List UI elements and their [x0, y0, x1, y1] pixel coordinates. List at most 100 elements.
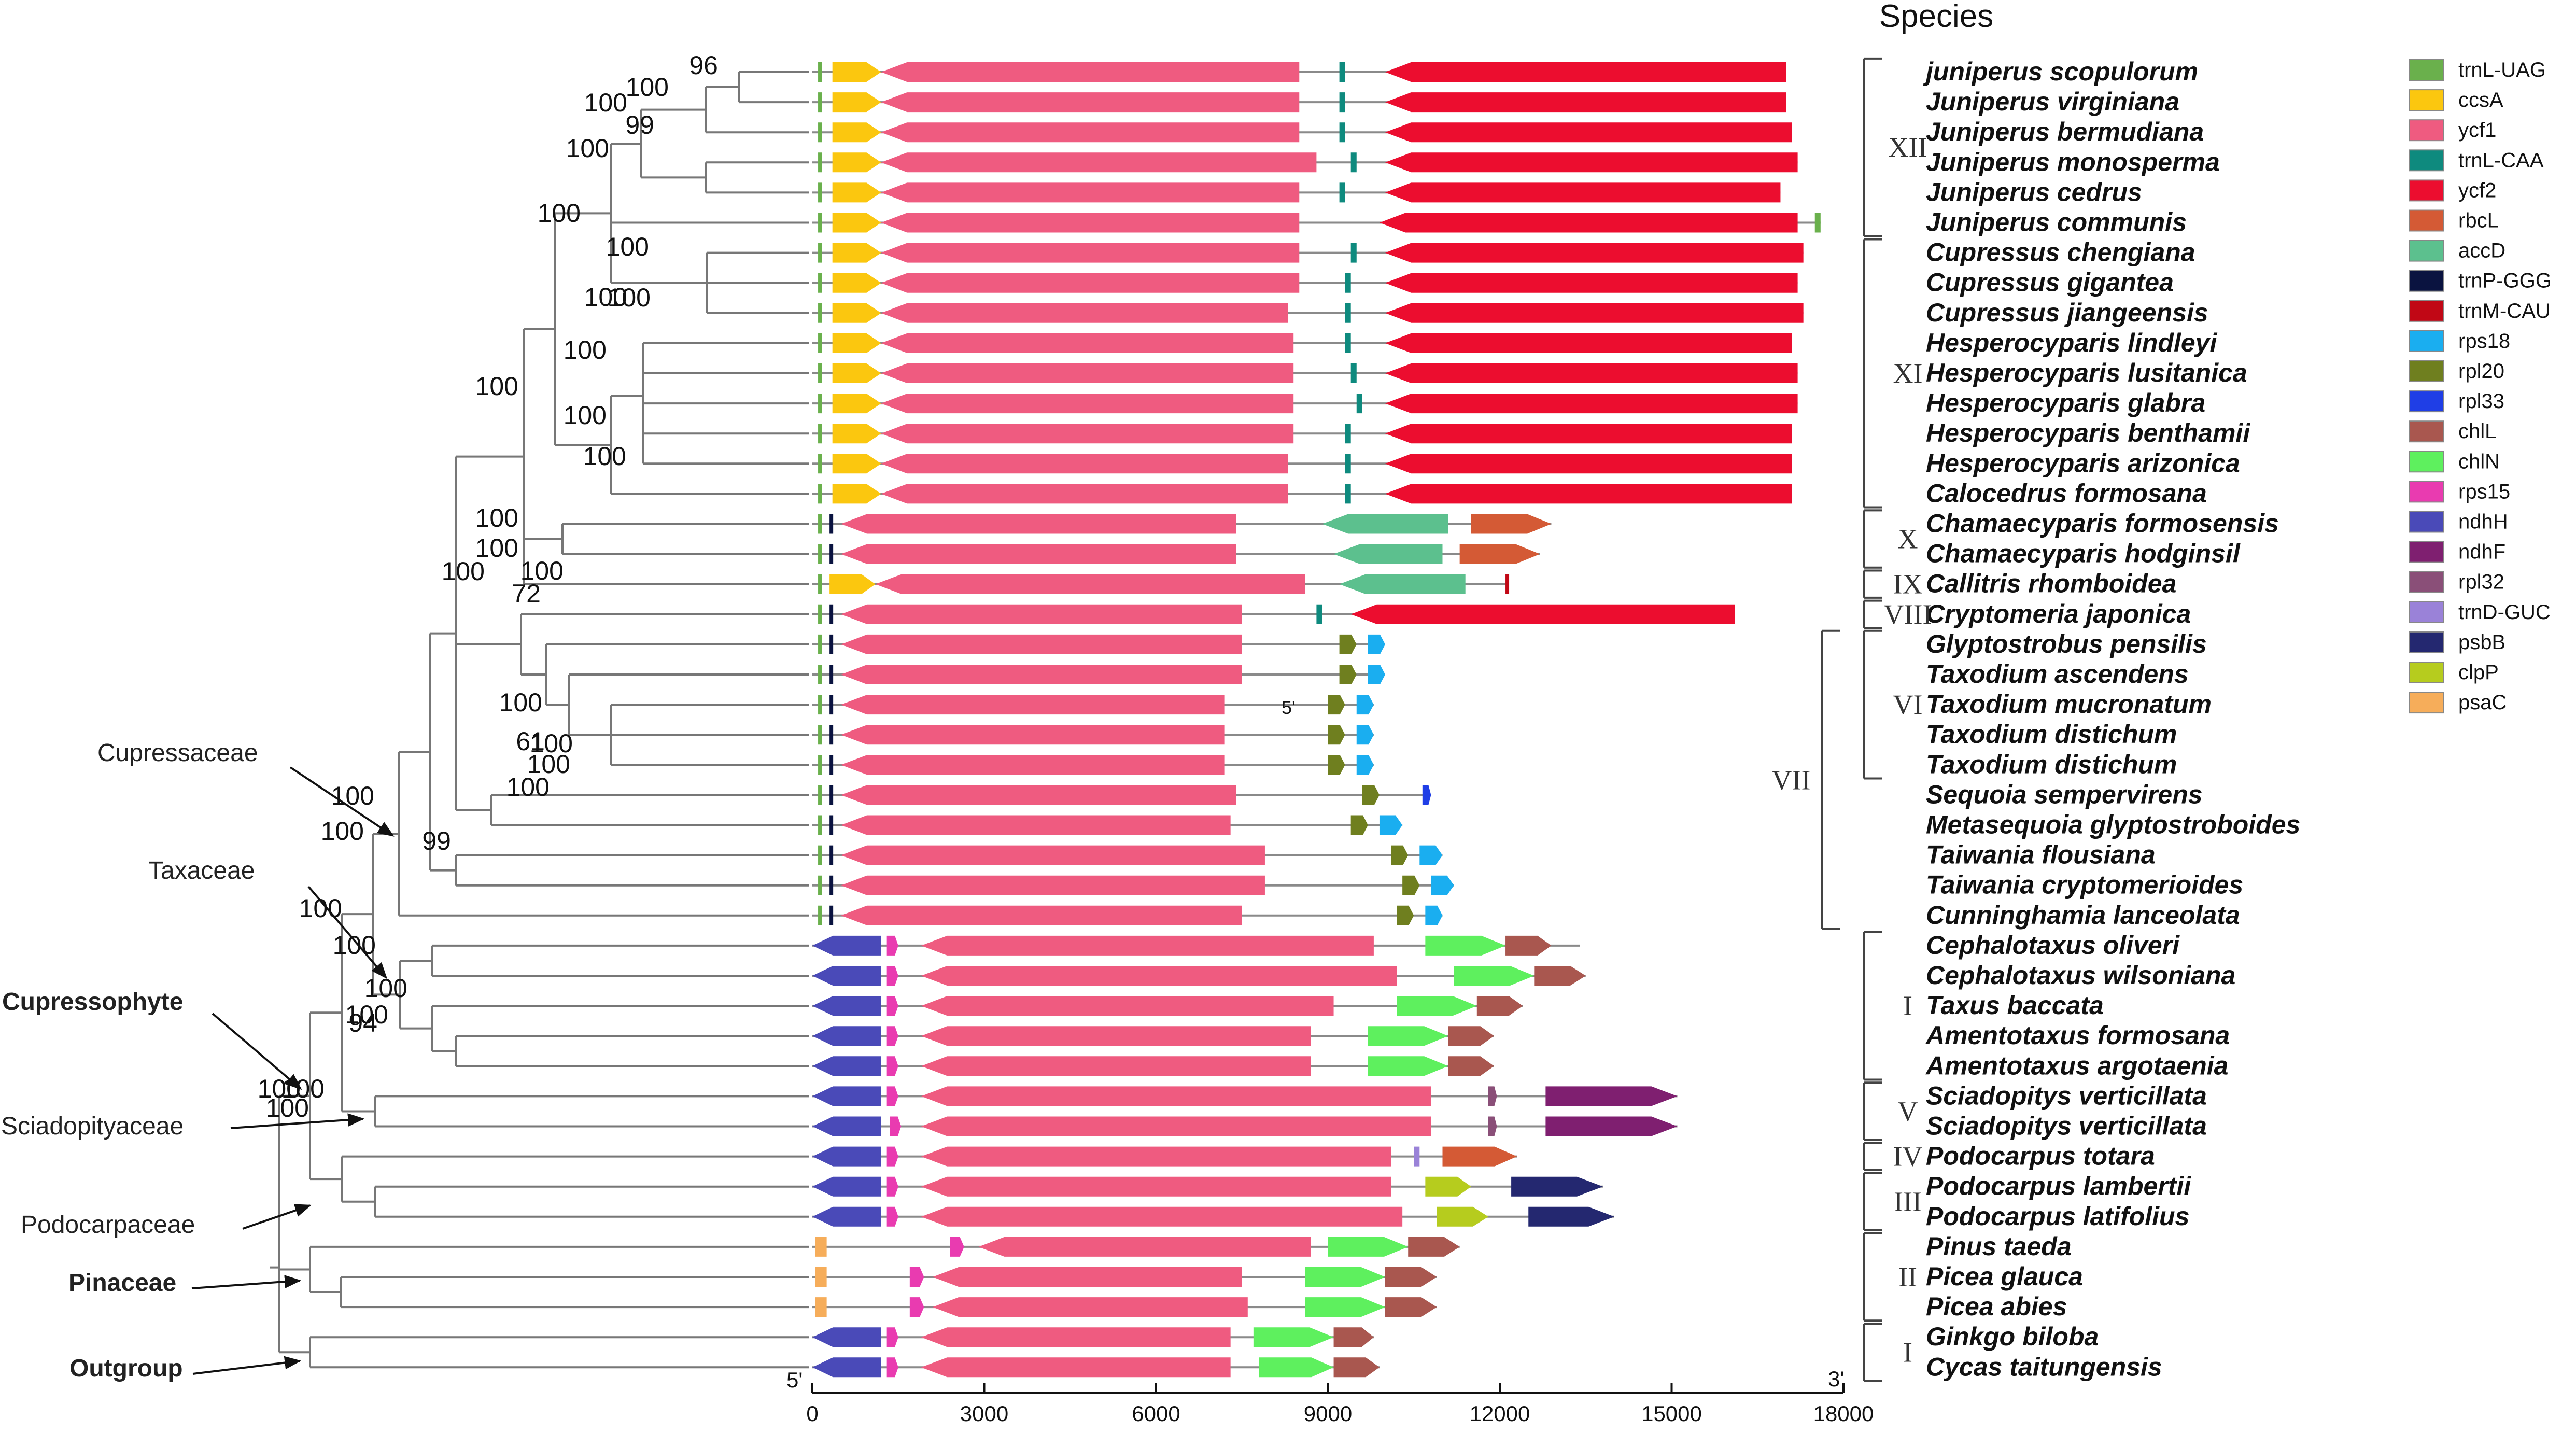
gene-trnp-ggg-block — [829, 905, 834, 925]
species-title: Species — [1879, 0, 1994, 34]
gene-trnl-uag-block — [818, 785, 822, 805]
gene-track — [812, 122, 1792, 143]
species-label: Hesperocyparis lindleyi — [1926, 328, 2217, 357]
gene-ycf1-block — [841, 845, 1265, 865]
gene-trnl-caa-block — [1345, 454, 1351, 474]
gene-trnl-uag-block — [818, 213, 822, 233]
species-label: Amentotaxus formosana — [1925, 1021, 2230, 1050]
gene-ycf2-block — [1385, 273, 1798, 293]
legend-label: psaC — [2458, 691, 2507, 714]
gene-trnp-ggg-block — [829, 725, 834, 745]
gene-ycf2-block — [1385, 363, 1798, 383]
gene-psbb-block — [1511, 1176, 1603, 1197]
gene-rps18-block — [1425, 905, 1443, 925]
gene-chll-block — [1385, 1297, 1437, 1317]
support-value: 100 — [584, 283, 627, 312]
gene-trnl-uag-block — [818, 604, 822, 624]
gene-rpl20-block — [1328, 695, 1345, 715]
species-label: Metasequoia glyptostroboides — [1926, 810, 2300, 839]
gene-track — [812, 1327, 1374, 1347]
gene-trnl-caa-block — [1345, 273, 1351, 293]
gene-psac-block — [815, 1237, 827, 1257]
species-label: Cupressus gigantea — [1926, 268, 2174, 297]
gene-trnl-caa-block — [1345, 333, 1351, 353]
gene-trnp-ggg-block — [829, 634, 834, 654]
gene-chln-block — [1397, 996, 1477, 1016]
gene-ycf2-block — [1385, 152, 1798, 173]
species-label: Cephalotaxus wilsoniana — [1926, 961, 2235, 990]
gene-ndhh-block — [812, 1056, 881, 1076]
species-label: Taxodium mucronatum — [1926, 690, 2212, 719]
gene-track — [812, 424, 1792, 444]
gene-rbcl-block — [1459, 544, 1540, 564]
species-label: Taxodium ascendens — [1926, 659, 2189, 689]
species-label: Juniperus cedrus — [1926, 177, 2142, 206]
support-value: 100 — [583, 442, 626, 471]
position-axis: 0 3000 6000 9000 12000 15000 18000 5' 3' — [786, 1367, 1874, 1426]
support-value: 100 — [530, 729, 573, 758]
gene-rpl33-block — [1422, 785, 1431, 805]
gene-rps15-block — [886, 1026, 898, 1046]
species-label: Glyptostrobus pensilis — [1926, 629, 2207, 658]
gene-ycf1-block — [841, 695, 1225, 715]
support-value: 100 — [564, 335, 607, 364]
gene-rps15-block — [886, 996, 898, 1016]
legend-swatch — [2409, 662, 2444, 683]
support-value: 100 — [584, 88, 627, 117]
gene-ndhh-block — [812, 1176, 881, 1197]
gene-rps18-block — [1368, 634, 1385, 654]
gene-ccsa-block — [832, 243, 881, 263]
gene-clpp-block — [1437, 1206, 1488, 1227]
gene-track — [812, 604, 1735, 624]
species-label: Juniperus monosperma — [1926, 147, 2220, 176]
support-value: 100 — [475, 533, 518, 563]
legend-swatch — [2409, 692, 2444, 714]
gene-rps18-block — [1431, 875, 1454, 895]
gene-ycf1-block — [881, 363, 1294, 383]
gene-trnl-uag-block — [818, 62, 822, 82]
support-value: 100 — [333, 931, 376, 960]
gene-tracks: 5' — [812, 62, 1821, 1378]
gene-ycf2-block — [1385, 122, 1792, 143]
support-value: 100 — [475, 372, 518, 401]
gene-ycf1-block — [881, 243, 1300, 263]
gene-ccsa-block — [832, 454, 881, 474]
gene-ndhh-block — [812, 935, 881, 956]
species-label: Juniperus virginiana — [1926, 87, 2179, 116]
gene-trnl-uag-block — [818, 243, 822, 263]
legend-swatch — [2409, 209, 2444, 232]
gene-track — [812, 1056, 1494, 1076]
gene-rps15-block — [886, 1146, 898, 1167]
gene-track — [812, 1026, 1494, 1046]
gene-ycf1-block — [841, 604, 1242, 624]
gene-chln-block — [1328, 1237, 1409, 1257]
legend-swatch — [2409, 541, 2444, 563]
gene-ycf1-block — [921, 1116, 1431, 1136]
clade-arrow — [242, 1204, 312, 1230]
gene-rps15-block — [886, 1327, 898, 1347]
legend-label: ccsA — [2458, 89, 2503, 111]
gene-ycf2-block — [1385, 62, 1786, 82]
clade-label: Sciadopityaceae — [1, 1113, 184, 1140]
gene-trnl-uag-block — [818, 454, 822, 474]
clade-arrow — [230, 1113, 365, 1129]
gene-ycf1-block — [881, 122, 1300, 143]
gene-chln-block — [1305, 1267, 1385, 1287]
gene-trnp-ggg-block — [829, 875, 834, 895]
species-label: Podocarpus latifolius — [1926, 1202, 2189, 1231]
gene-ycf1-block — [933, 1267, 1242, 1287]
gene-trnl-uag-block — [818, 424, 822, 444]
gene-ccsa-block — [832, 122, 881, 143]
gene-psac-block — [815, 1297, 827, 1317]
gene-trnl-caa-block — [1356, 394, 1362, 414]
species-label: Hesperocyparis benthamii — [1926, 418, 2250, 447]
gene-track — [812, 1116, 1678, 1136]
gene-rps15-block — [909, 1267, 924, 1287]
gene-ycf1-block — [921, 1357, 1231, 1378]
gene-rps15-block — [909, 1297, 924, 1317]
gene-trnl-caa-block — [1345, 484, 1351, 504]
legend-label: trnL-UAG — [2458, 59, 2546, 81]
group-bracket-label: XI — [1893, 358, 1923, 389]
gene-chln-block — [1454, 966, 1535, 986]
gene-track — [812, 755, 1374, 775]
